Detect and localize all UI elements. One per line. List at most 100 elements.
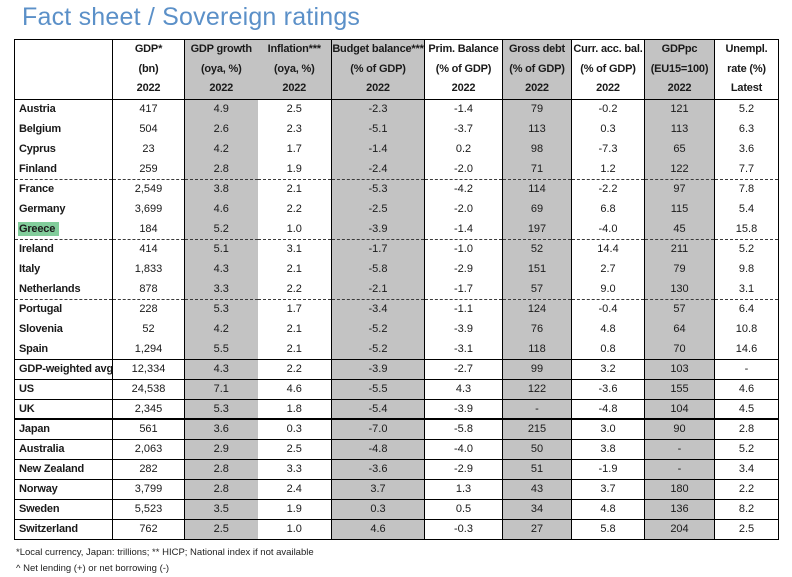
cell-gross-debt: 98 bbox=[502, 139, 572, 159]
table-row: Netherlands 878 3.3 2.2 -2.1 -1.7 57 9.0 130 3.1 bbox=[15, 279, 779, 299]
cell-curr-acc-bal: 0.3 bbox=[571, 119, 645, 139]
cell-curr-acc-bal: 14.4 bbox=[571, 238, 645, 259]
cell-gdppc: 136 bbox=[644, 498, 715, 519]
cell-gross-debt: 76 bbox=[502, 319, 572, 339]
country-cell: Cyprus bbox=[19, 143, 56, 155]
cell-curr-acc-bal: -4.8 bbox=[571, 398, 645, 419]
cell-unempl: 5.2 bbox=[714, 238, 779, 259]
cell-curr-acc-bal: 3.2 bbox=[571, 358, 645, 379]
cell-inflation: 2.5 bbox=[257, 438, 332, 459]
col-header-budget-balance: Budget balance*** (% of GDP) 2022 bbox=[331, 39, 425, 99]
highlighted-country: Greece bbox=[18, 221, 60, 236]
col-header-country bbox=[15, 40, 113, 100]
cell-budget-balance: 0.3 bbox=[331, 498, 425, 519]
cell-gross-debt: 50 bbox=[502, 438, 572, 459]
cell-budget-balance: -1.7 bbox=[331, 238, 425, 259]
cell-gdppc: 104 bbox=[644, 398, 715, 419]
cell-gdppc: 115 bbox=[644, 199, 715, 219]
cell-unempl: 2.5 bbox=[714, 518, 779, 539]
cell-unempl: 4.5 bbox=[714, 398, 779, 419]
cell-prim-balance: -2.9 bbox=[424, 259, 503, 279]
country-cell: Netherlands bbox=[19, 282, 81, 295]
cell-unempl: 9.8 bbox=[714, 259, 779, 279]
cell-gdppc: 204 bbox=[644, 518, 715, 539]
table-row: US 24,538 7.1 4.6 -5.5 4.3 122 -3.6 155 4.6 bbox=[14, 378, 779, 399]
cell-curr-acc-bal: 4.8 bbox=[571, 498, 645, 519]
cell-inflation: 1.8 bbox=[257, 398, 332, 419]
cell-gdppc: 155 bbox=[644, 378, 715, 399]
cell-gdp-growth: 5.5 bbox=[184, 339, 258, 359]
cell-gross-debt: 114 bbox=[502, 178, 572, 199]
cell-unempl: 14.6 bbox=[714, 339, 779, 359]
cell-budget-balance: -2.1 bbox=[331, 279, 425, 299]
cell-prim-balance: 0.2 bbox=[424, 139, 503, 159]
country-cell: Sweden bbox=[14, 498, 113, 519]
col-header-line: (EU15=100) bbox=[650, 62, 709, 75]
cell-gdppc: 90 bbox=[644, 418, 715, 439]
cell-budget-balance: -5.5 bbox=[331, 378, 425, 399]
col-header-line: GDP growth bbox=[190, 43, 253, 55]
cell-prim-balance: -1.1 bbox=[424, 298, 503, 319]
cell-gdp: 5,523 bbox=[112, 498, 185, 519]
country-cell: France bbox=[14, 178, 113, 199]
cell-gdp-growth: 5.1 bbox=[184, 238, 258, 259]
cell-gdp: 417 bbox=[112, 99, 185, 119]
cell-gdp-growth: 3.8 bbox=[184, 178, 258, 199]
country-cell: Italy bbox=[19, 263, 41, 275]
col-header-line: (% of GDP) bbox=[435, 62, 492, 75]
country-cell: Spain bbox=[19, 342, 48, 355]
cell-budget-balance: -2.3 bbox=[331, 99, 425, 119]
country-cell: Slovenia bbox=[19, 323, 63, 335]
cell-budget-balance: -5.8 bbox=[331, 259, 425, 279]
cell-unempl: 15.8 bbox=[714, 219, 779, 239]
col-header-line: (oya, %) bbox=[200, 62, 242, 75]
cell-budget-balance: -3.6 bbox=[331, 458, 425, 479]
cell-budget-balance: -5.4 bbox=[331, 398, 425, 419]
cell-unempl: 10.8 bbox=[714, 319, 779, 339]
cell-budget-balance: -5.3 bbox=[331, 178, 425, 199]
cell-gdp-growth: 4.2 bbox=[184, 139, 258, 159]
cell-budget-balance: -4.8 bbox=[331, 438, 425, 459]
cell-inflation: 2.5 bbox=[286, 103, 302, 116]
cell-budget-balance: -1.4 bbox=[331, 139, 425, 159]
cell-curr-acc-bal: -0.2 bbox=[571, 99, 645, 119]
table-row: Japan 561 3.6 0.3 -7.0 -5.8 215 3.0 90 2.8 bbox=[14, 418, 779, 439]
cell-gdp-growth: 2.8 bbox=[184, 159, 258, 179]
col-header-line: (% of GDP) bbox=[350, 62, 406, 75]
cell-prim-balance: 1.3 bbox=[424, 478, 503, 499]
cell-curr-acc-bal: -0.4 bbox=[571, 298, 645, 319]
cell-gdppc: - bbox=[644, 458, 715, 479]
cell-gdppc: 79 bbox=[644, 259, 715, 279]
cell-gdp-growth: 5.2 bbox=[184, 219, 258, 239]
country-cell: Belgium bbox=[19, 123, 61, 135]
cell-curr-acc-bal: -1.9 bbox=[571, 458, 645, 479]
cell-gross-debt: 99 bbox=[502, 358, 572, 379]
table-row: Italy 1,833 4.3 2.1 -5.8 -2.9 151 2.7 79 9.8 bbox=[15, 259, 779, 279]
cell-budget-balance: -5.2 bbox=[331, 319, 425, 339]
cell-gdp: 52 bbox=[112, 319, 185, 339]
cell-budget-balance: -2.5 bbox=[331, 199, 425, 219]
cell-gdppc: 97 bbox=[644, 178, 715, 199]
cell-unempl: 5.2 bbox=[714, 438, 779, 459]
country-cell: Japan bbox=[14, 418, 113, 439]
cell-prim-balance: -1.4 bbox=[424, 99, 503, 119]
country-cell: Finland bbox=[19, 162, 57, 175]
col-header-prim-balance: Prim. Balance (% of GDP) 2022 bbox=[424, 39, 503, 99]
table-row: UK 2,345 5.3 1.8 -5.4 -3.9- -4.8 104 4.5 bbox=[14, 398, 779, 419]
cell-prim-balance: -5.8 bbox=[424, 418, 503, 439]
page-title: Fact sheet / Sovereign ratings bbox=[22, 3, 361, 31]
cell-gross-debt: - bbox=[502, 398, 572, 419]
col-header-line: Latest bbox=[730, 82, 763, 94]
cell-gdp-growth: 2.9 bbox=[184, 438, 258, 459]
table-row: Spain 1,294 5.5 2.1 -5.2 -3.1 118 0.8 70 14.6 bbox=[15, 339, 779, 359]
col-header-gross-debt: Gross debt (% of GDP) 2022 bbox=[502, 39, 572, 99]
cell-inflation: 2.2 bbox=[286, 282, 302, 295]
cell-curr-acc-bal: 5.8 bbox=[571, 518, 645, 539]
table-row: Ireland 414 5.1 3.1 -1.7 -1.0 52 14.4 211 5.2 bbox=[14, 238, 779, 259]
table-row: Austria 417 4.9 2.5 -2.3 -1.4 79 -0.2 121 5.2 bbox=[15, 99, 779, 119]
cell-gdp: 228 bbox=[112, 298, 185, 319]
cell-unempl: 2.8 bbox=[714, 418, 779, 439]
country-cell: Ireland bbox=[14, 238, 113, 259]
cell-gdppc: 113 bbox=[644, 119, 715, 139]
cell-gdppc: 64 bbox=[644, 319, 715, 339]
